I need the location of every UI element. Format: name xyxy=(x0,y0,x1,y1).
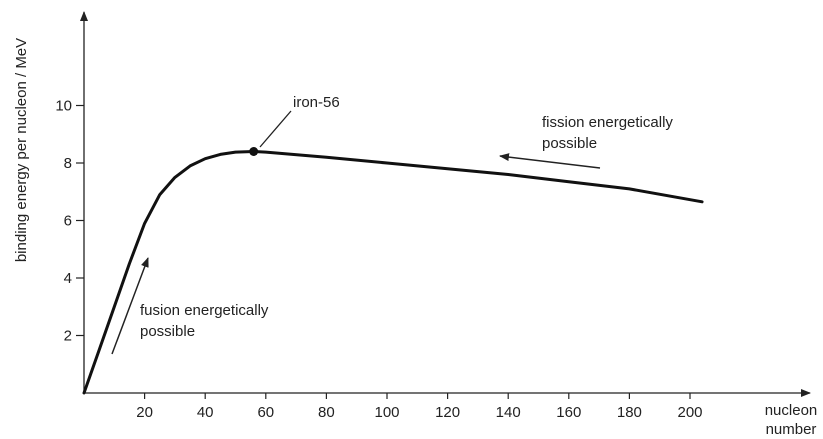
fusion-label-line-1: fusion energetically xyxy=(140,302,269,319)
x-tick-label: 140 xyxy=(496,404,521,421)
iron-56-point xyxy=(249,147,259,156)
fission-label-line-1: fission energetically xyxy=(542,114,673,131)
x-tick-label: 20 xyxy=(136,404,153,421)
fusion-label-line-2: possible xyxy=(140,323,195,340)
y-tick-label: 10 xyxy=(55,98,72,115)
x-tick-label: 160 xyxy=(556,404,581,421)
y-tick-label: 6 xyxy=(64,213,72,230)
x-tick-label: 180 xyxy=(617,404,642,421)
x-tick-label: 60 xyxy=(257,404,274,421)
fusion-arrow xyxy=(111,257,149,355)
x-tick-label: 40 xyxy=(197,404,214,421)
x-tick-label: 100 xyxy=(374,404,399,421)
y-axis-ticks: 2 4 6 8 10 xyxy=(55,98,84,345)
x-tick-label: 200 xyxy=(677,404,702,421)
iron-56-label: iron-56 xyxy=(293,94,340,111)
y-tick-label: 2 xyxy=(64,328,72,345)
x-tick-label: 80 xyxy=(318,404,335,421)
fission-arrow xyxy=(499,153,601,169)
binding-energy-curve xyxy=(82,150,704,395)
y-tick-label: 4 xyxy=(64,270,72,287)
iron-56-leader-line xyxy=(259,110,292,148)
y-tick-label: 8 xyxy=(64,155,72,172)
x-axis-ticks: 20 40 60 80 100 120 140 160 180 200 xyxy=(136,393,703,421)
x-axis-label-line-2: number xyxy=(766,421,817,438)
y-axis-label: binding energy per nucleon / MeV xyxy=(13,38,30,262)
x-axis-label-line-1: nucleon xyxy=(765,402,818,419)
x-tick-label: 120 xyxy=(435,404,460,421)
fission-label-line-2: possible xyxy=(542,135,597,152)
